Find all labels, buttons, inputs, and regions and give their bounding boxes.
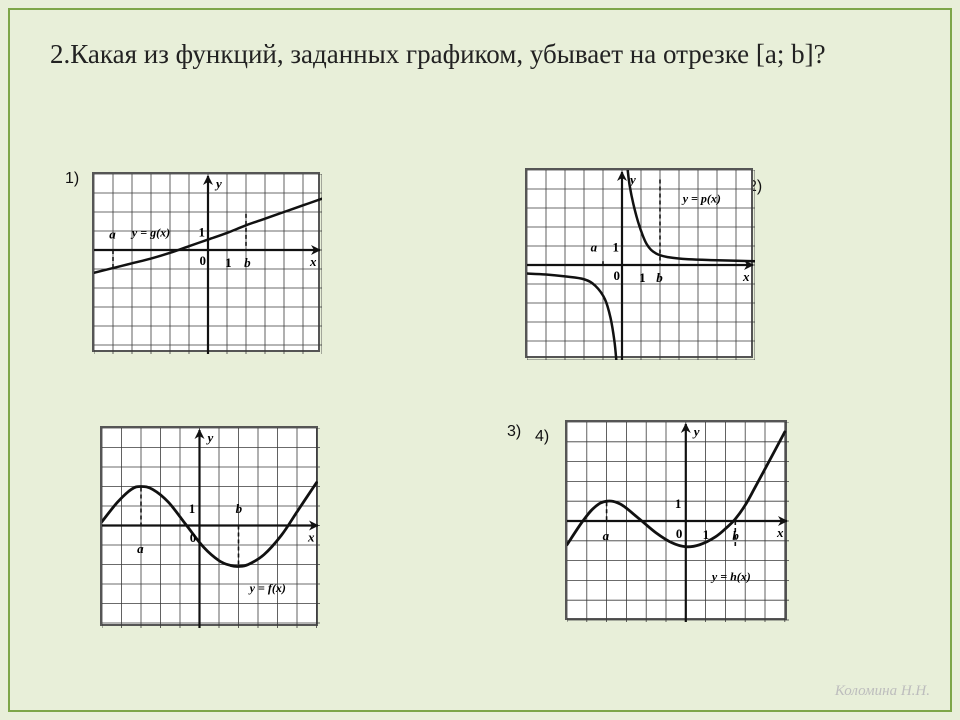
svg-text:1: 1 [225, 255, 232, 270]
svg-text:0: 0 [199, 253, 206, 268]
svg-text:b: b [656, 270, 663, 285]
mini-chart: y x 0 1 1 a b y = h(x) [565, 420, 787, 620]
svg-text:y = h(x): y = h(x) [710, 569, 751, 583]
svg-text:x: x [309, 254, 317, 269]
svg-text:1: 1 [189, 501, 196, 516]
chart-option-label: 4) [535, 428, 549, 446]
svg-text:1: 1 [675, 496, 682, 511]
svg-text:x: x [776, 525, 784, 540]
svg-text:b: b [244, 255, 251, 270]
svg-text:0: 0 [676, 526, 683, 541]
svg-text:x: x [742, 269, 750, 284]
svg-text:0: 0 [613, 268, 620, 283]
svg-text:y = p(x): y = p(x) [681, 191, 721, 205]
svg-text:b: b [236, 501, 243, 516]
mini-chart: yx011aby = p(x) [525, 168, 753, 358]
svg-text:b: b [732, 528, 739, 543]
svg-text:0: 0 [190, 530, 197, 545]
mini-chart: y x 0 1 a b y = f(x) [100, 426, 318, 626]
chart-option-label: 1) [65, 170, 79, 188]
svg-text:a: a [137, 541, 144, 556]
question-text: 2.Какая из функций, заданных графиком, у… [50, 36, 910, 72]
svg-text:a: a [109, 227, 116, 242]
svg-text:y = g(x): y = g(x) [130, 226, 170, 240]
chart-option-label: 3) [507, 423, 521, 441]
slide-frame: 2.Какая из функций, заданных графиком, у… [8, 8, 952, 712]
svg-text:1: 1 [639, 270, 646, 285]
svg-text:y: y [214, 176, 222, 191]
svg-text:y: y [206, 430, 214, 445]
svg-text:1: 1 [199, 225, 206, 240]
svg-text:1: 1 [613, 240, 620, 255]
mini-chart: y x 0 1 1 a b y = g(x) [92, 172, 320, 352]
svg-text:a: a [603, 528, 610, 543]
svg-text:y: y [692, 424, 700, 439]
author-footer: Коломина Н.Н. [835, 683, 930, 700]
svg-text:x: x [307, 530, 315, 545]
svg-text:1: 1 [703, 527, 710, 542]
svg-text:a: a [591, 240, 598, 255]
svg-text:y = f(x): y = f(x) [248, 581, 286, 595]
